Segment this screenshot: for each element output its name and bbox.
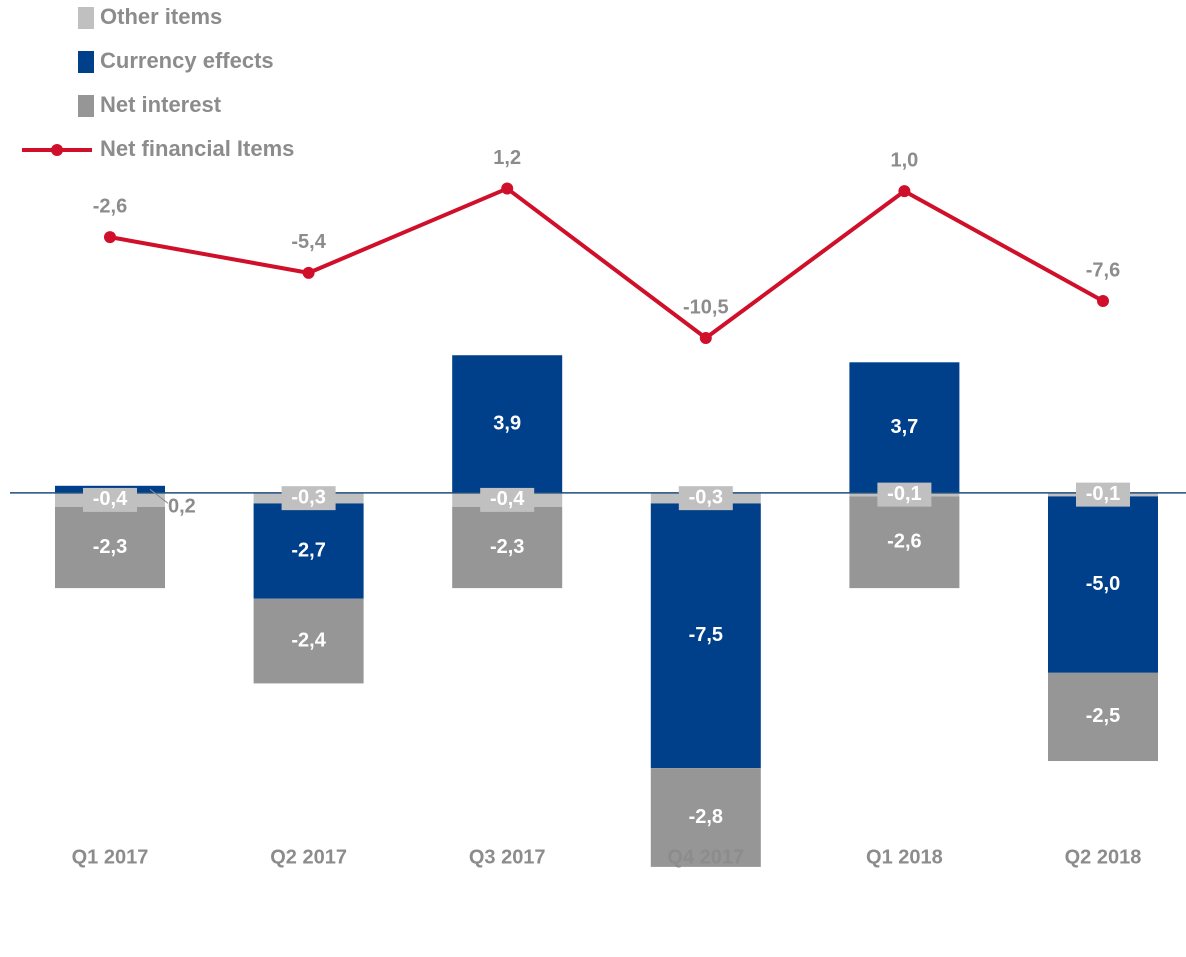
bar-segment [1048,672,1158,762]
bar-label: -0,1 [887,483,921,505]
line-series [109,186,1104,341]
line-point [699,332,712,345]
line-point [898,185,911,198]
bar-segment [253,598,364,684]
label-box [678,486,733,511]
x-tick-label: Q2 2018 [1065,846,1142,868]
line-label: 1,0 [890,149,918,171]
line-label: -7,6 [1086,259,1120,281]
x-tick-label: Q1 2018 [866,846,943,868]
x-tick-label: Q4 2017 [667,846,744,868]
line-point [302,266,315,279]
bar-segment [253,503,364,599]
bar-label: -5,0 [1086,573,1120,595]
label-box [877,482,932,507]
line-label: -5,4 [291,231,326,253]
line-label: -2,6 [93,195,127,217]
label-box [1076,482,1130,507]
line-label: -10,5 [683,296,729,318]
x-tick-label: Q1 2017 [72,846,149,868]
bar-label: -2,3 [93,536,127,558]
bar-label: 0,2 [168,496,196,518]
bar-label: 3,7 [890,416,918,438]
x-tick-label: Q3 2017 [469,846,546,868]
bar-segment [55,506,165,589]
bar-segment [452,355,563,493]
legend-label: Other items [100,4,222,29]
line-point [104,231,116,244]
bar-segment [452,506,563,589]
label-box [480,487,535,512]
bar-label: -2,4 [291,629,326,651]
legend-label: Currency effects [100,48,274,73]
legend-label: Net interest [100,92,222,117]
legend-swatch [78,95,94,117]
bar-segment [849,496,960,589]
bar-label: -2,8 [689,806,723,828]
legend-label: Net financial Items [100,136,294,161]
bar-label: -0,4 [490,488,525,510]
line-point [501,182,514,195]
leader-line [149,488,169,504]
bar-segment [650,768,761,867]
legend-swatch [78,7,94,29]
label-box [281,486,336,511]
line-point [1097,294,1109,307]
bar-segment [1048,496,1158,673]
bar-label: -0,1 [1086,483,1120,505]
bar-label: 3,9 [493,412,521,434]
bar-label: -2,3 [490,536,524,558]
line-label: 1,2 [493,147,521,169]
bar-label: -2,7 [291,539,325,561]
bar-label: -2,6 [887,531,921,553]
bar-label: -2,5 [1086,705,1120,727]
x-tick-label: Q2 2017 [270,846,347,868]
bar-segment [849,362,960,493]
bar-label: -0,3 [689,486,723,508]
legend-dot [51,144,63,156]
label-box [83,487,137,512]
bar-segment [650,503,761,769]
bar-label: -7,5 [689,624,723,646]
bar-label: -0,3 [291,486,325,508]
bar-label: -0,4 [93,488,128,510]
legend-swatch [78,51,94,73]
